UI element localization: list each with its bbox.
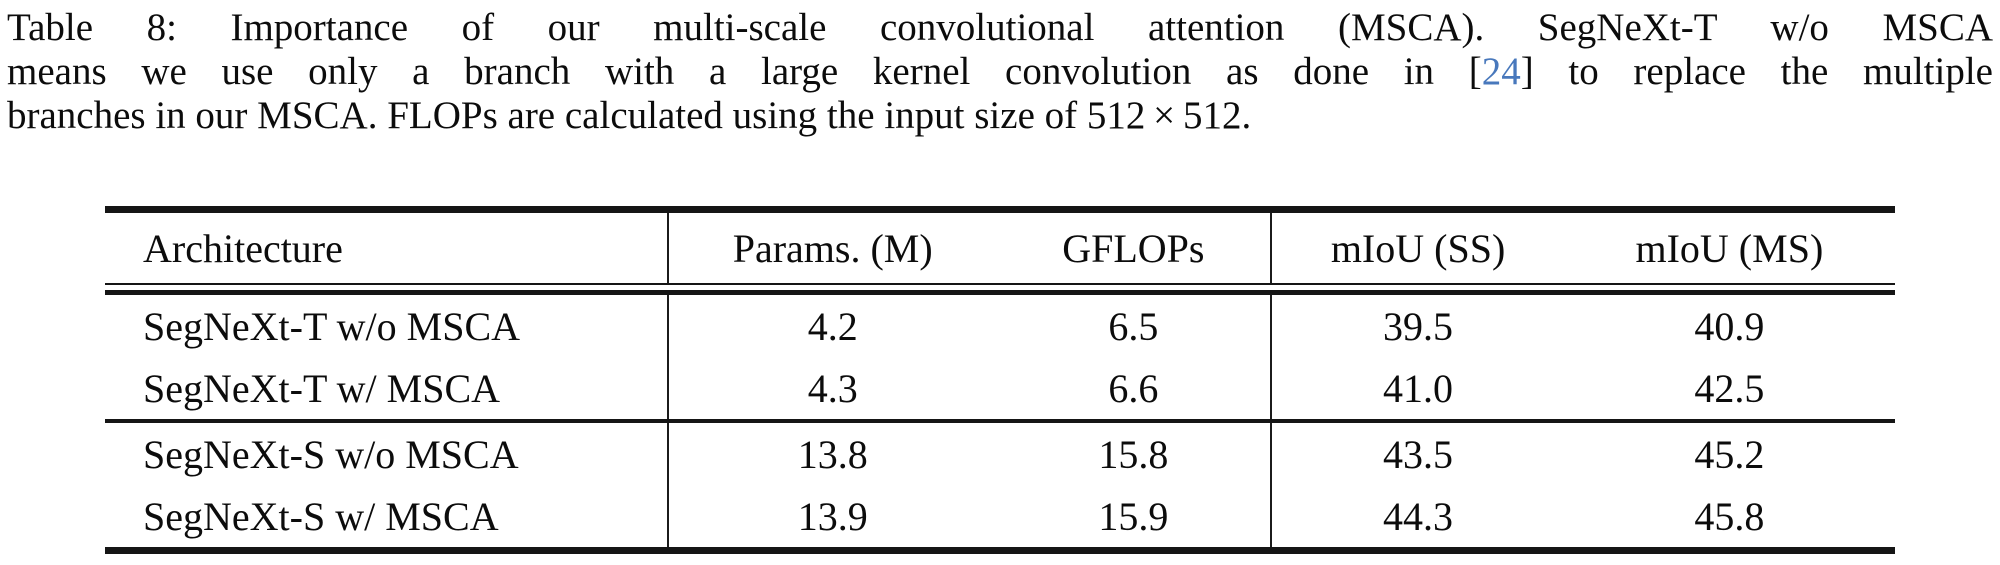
table-cell-miou-ss: 44.3 [1270, 485, 1564, 547]
table-group-segnext-t: SegNeXt-T w/o MSCA 4.2 6.5 39.5 40.9 SegNeXt-… [105, 295, 1895, 419]
table-cell-miou-ms: 45.8 [1694, 493, 1765, 539]
table-row: SegNeXt-T w/o MSCA 4.2 6.5 39.5 40.9 [105, 295, 1895, 357]
table-row: SegNeXt-T w/ MSCA 4.3 6.6 41.0 42.5 [105, 357, 1895, 419]
table-cell-params: 4.3 [667, 357, 996, 419]
caption-line-3: branches in our MSCA. FLOPs are calculat… [7, 94, 1252, 137]
table-cell-miou-ms: 45.2 [1694, 431, 1765, 477]
table-caption: Table 8: Importance of our multi-scale c… [7, 6, 1993, 138]
table-cell-miou-ms: 42.5 [1694, 365, 1765, 411]
table-cell-architecture: SegNeXt-S w/o MSCA [143, 431, 519, 477]
caption-line-2-post: ] to replace the multiple [1520, 50, 1993, 93]
caption-line-1: Table 8: Importance of our multi-scale c… [7, 6, 1993, 49]
table-cell-gflops: 6.6 [1108, 365, 1159, 411]
citation-link-24[interactable]: 24 [1481, 50, 1521, 93]
table-cell-architecture: SegNeXt-S w/ MSCA [143, 493, 499, 539]
caption-line-2: means we use only a branch with a large … [7, 50, 1993, 94]
table-bottom-rule [105, 547, 1895, 554]
table-header-row: Architecture Params. (M) GFLOPs mIoU (SS… [105, 213, 1895, 283]
table-cell-gflops: 15.9 [1098, 493, 1169, 539]
table-group-segnext-s: SegNeXt-S w/o MSCA 13.8 15.8 43.5 45.2 SegNeX… [105, 423, 1895, 547]
table-cell-gflops: 6.5 [1108, 303, 1159, 349]
table-row: SegNeXt-S w/ MSCA 13.9 15.9 44.3 45.8 [105, 485, 1895, 547]
table-cell-miou-ss: 39.5 [1270, 295, 1564, 357]
column-header-gflops: GFLOPs [1062, 225, 1205, 271]
results-table: Architecture Params. (M) GFLOPs mIoU (SS… [105, 206, 1895, 554]
table-cell-architecture: SegNeXt-T w/o MSCA [143, 303, 521, 349]
column-header-architecture: Architecture [143, 225, 343, 271]
table-cell-params: 13.8 [667, 423, 996, 485]
table-header-rule [105, 283, 1895, 295]
table-row: SegNeXt-S w/o MSCA 13.8 15.8 43.5 45.2 [105, 423, 1895, 485]
table-top-rule [105, 206, 1895, 213]
column-header-miou-ss: mIoU (SS) [1270, 213, 1564, 283]
table-group-separator-rule [105, 419, 1895, 423]
table-cell-miou-ms: 40.9 [1694, 303, 1765, 349]
column-header-params: Params. (M) [667, 213, 996, 283]
table-cell-gflops: 15.8 [1098, 431, 1169, 477]
column-header-miou-ms: mIoU (MS) [1635, 225, 1824, 271]
table-cell-architecture: SegNeXt-T w/ MSCA [143, 365, 501, 411]
table-cell-params: 13.9 [667, 485, 996, 547]
table-cell-params: 4.2 [667, 295, 996, 357]
table-cell-miou-ss: 41.0 [1270, 357, 1564, 419]
table-cell-miou-ss: 43.5 [1270, 423, 1564, 485]
caption-line-2-pre: means we use only a branch with a large … [7, 50, 1482, 93]
